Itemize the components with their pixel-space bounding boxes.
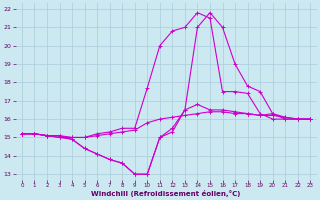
X-axis label: Windchill (Refroidissement éolien,°C): Windchill (Refroidissement éolien,°C) — [92, 190, 241, 197]
